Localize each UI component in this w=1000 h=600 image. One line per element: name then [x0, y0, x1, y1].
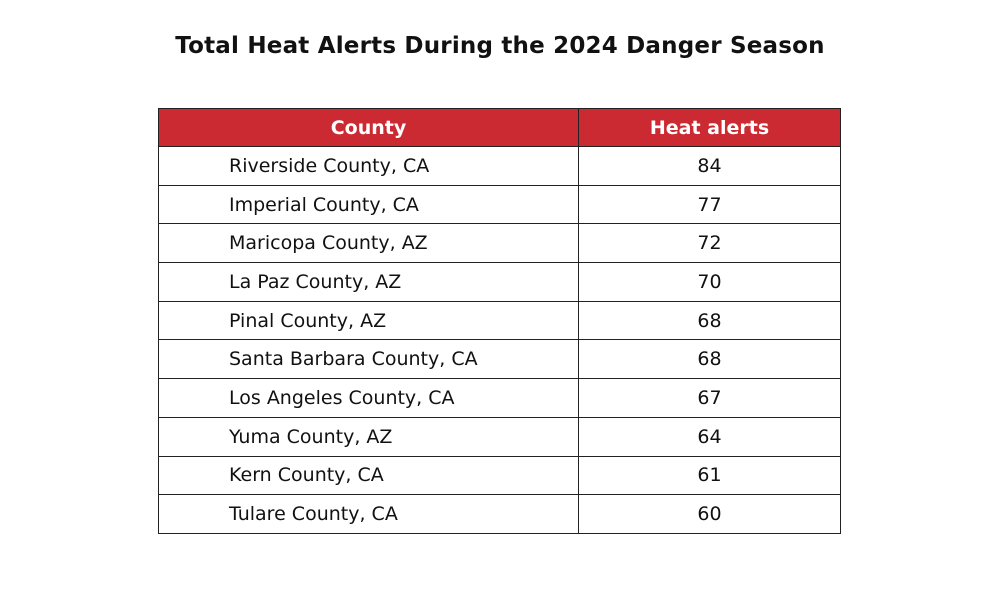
- county-cell: Riverside County, CA: [158, 146, 579, 186]
- county-cell: Kern County, CA: [158, 455, 579, 496]
- alerts-cell: 72: [578, 223, 841, 264]
- alerts-cell: 67: [578, 378, 841, 418]
- table-row: Yuma County, AZ 64: [158, 416, 841, 457]
- alerts-cell: 68: [578, 339, 841, 380]
- table-row: Tulare County, CA 60: [158, 494, 841, 534]
- table-row: Kern County, CA 61: [158, 455, 841, 496]
- county-cell: La Paz County, AZ: [158, 262, 579, 302]
- county-cell: Maricopa County, AZ: [158, 223, 579, 264]
- alerts-cell: 70: [578, 262, 841, 302]
- table-row: Riverside County, CA 84: [158, 146, 841, 186]
- table-row: Santa Barbara County, CA 68: [158, 339, 841, 380]
- table-row: La Paz County, AZ 70: [158, 262, 841, 302]
- table-row: Pinal County, AZ 68: [158, 300, 841, 341]
- alerts-cell: 64: [578, 416, 841, 457]
- county-cell: Tulare County, CA: [158, 494, 579, 534]
- title: Total Heat Alerts During the 2024 Danger…: [175, 33, 825, 59]
- county-cell: Yuma County, AZ: [158, 416, 579, 457]
- table-row: Maricopa County, AZ 72: [158, 223, 841, 264]
- header-row: County Heat alerts: [158, 108, 841, 147]
- table: County Heat alerts Riverside County, CA 84…: [158, 108, 841, 534]
- header-cell: Heat alerts: [578, 108, 841, 147]
- alerts-cell: 68: [578, 300, 841, 341]
- county-cell: Imperial County, CA: [158, 184, 579, 225]
- county-cell: Los Angeles County, CA: [158, 378, 579, 418]
- alerts-cell: 61: [578, 455, 841, 496]
- table-row: Imperial County, CA 77: [158, 184, 841, 225]
- table-row: Los Angeles County, CA 67: [158, 378, 841, 418]
- alerts-cell: 60: [578, 494, 841, 534]
- table-body: Riverside County, CA 84 Imperial County, C…: [158, 146, 841, 534]
- county-cell: Pinal County, AZ: [158, 300, 579, 341]
- header-cell: County: [158, 108, 579, 147]
- alerts-cell: 77: [578, 184, 841, 225]
- alerts-cell: 84: [578, 146, 841, 186]
- county-cell: Santa Barbara County, CA: [158, 339, 579, 380]
